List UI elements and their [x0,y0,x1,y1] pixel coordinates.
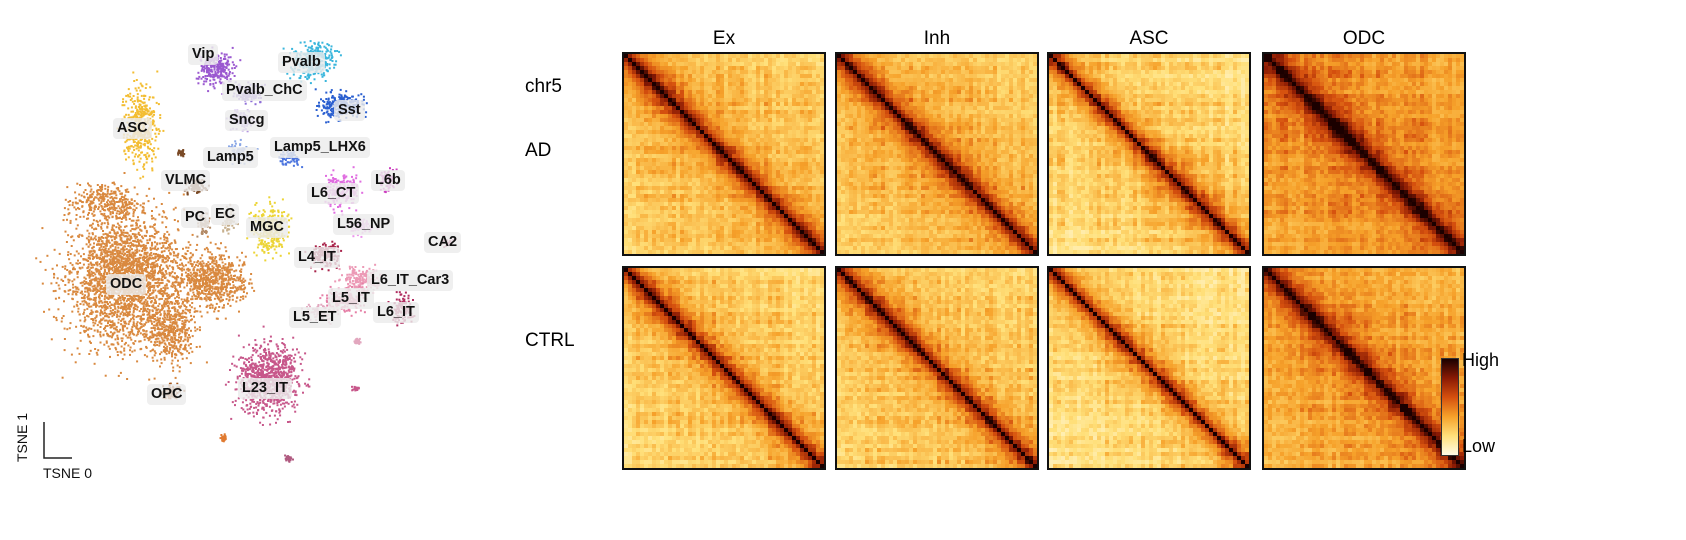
colorbar [1441,358,1459,456]
tsne-x-axis-label: TSNE 0 [43,465,92,481]
cluster-label-pvalb: Pvalb [278,52,325,73]
heatmap-ex-ad [622,52,826,256]
cluster-label-lamp5: Lamp5 [203,147,258,168]
cluster-label-mgc: MGC [246,217,288,238]
heatmap-inh-ctrl [835,266,1039,470]
cluster-label-l5-et: L5_ET [289,307,341,328]
cluster-label-pvalb-chc: Pvalb_ChC [222,80,307,101]
cluster-label-l4-it: L4_IT [294,247,340,268]
cluster-points-vip [195,46,242,95]
stray-points [177,149,362,463]
column-title-ex: Ex [622,28,826,50]
cluster-label-l23-it: L23_IT [238,378,292,399]
heatmap-odc-ctrl [1262,266,1466,470]
colorbar-low-label: Low [1462,436,1495,457]
row-label-ctrl: CTRL [525,330,575,352]
cluster-label-l6-it: L6_IT [373,302,419,323]
cluster-label-l6-it-car3: L6_IT_Car3 [367,270,454,291]
cluster-points-l23-it [224,325,311,426]
cluster-label-vlmc: VLMC [161,170,211,191]
cluster-label-sncg: Sncg [225,110,269,131]
cluster-label-opc: OPC [147,384,187,405]
row-label-chr5: chr5 [525,76,562,98]
tsne-y-axis-label: TSNE 1 [14,413,30,462]
cluster-label-sst: Sst [334,100,365,121]
cluster-label-odc: ODC [106,274,147,295]
hic-heatmap-grid: Ex Inh ASC ODC chr5 AD CTRL High Low [525,0,1686,540]
cluster-label-l5-it: L5_IT [328,288,374,309]
cluster-label-l56-np: L56_NP [333,214,395,235]
cluster-label-pc: PC [181,207,210,228]
heatmap-asc-ad [1047,52,1251,256]
heatmap-odc-ad [1262,52,1466,256]
heatmap-ex-ctrl [622,266,826,470]
colorbar-high-label: High [1462,350,1499,371]
tsne-axes-arrows [43,422,72,459]
cluster-label-vip: Vip [188,44,219,65]
cluster-label-l6-ct: L6_CT [307,183,360,204]
tsne-plot: Vip Pvalb Pvalb_ChC Sst Sncg ASC Lamp5 Lamp5_LH… [0,0,540,540]
cluster-label-l6b: L6b [371,170,405,191]
cluster-label-ca2: CA2 [424,232,462,253]
cluster-label-lamp5-lhx6: Lamp5_LHX6 [270,137,370,158]
heatmap-asc-ctrl [1047,266,1251,470]
column-title-odc: ODC [1262,28,1466,50]
heatmap-inh-ad [835,52,1039,256]
column-title-asc: ASC [1047,28,1251,50]
row-label-ad: AD [525,140,551,162]
cluster-label-asc: ASC [113,118,152,139]
cluster-label-ec: EC [211,204,240,225]
column-title-inh: Inh [835,28,1039,50]
